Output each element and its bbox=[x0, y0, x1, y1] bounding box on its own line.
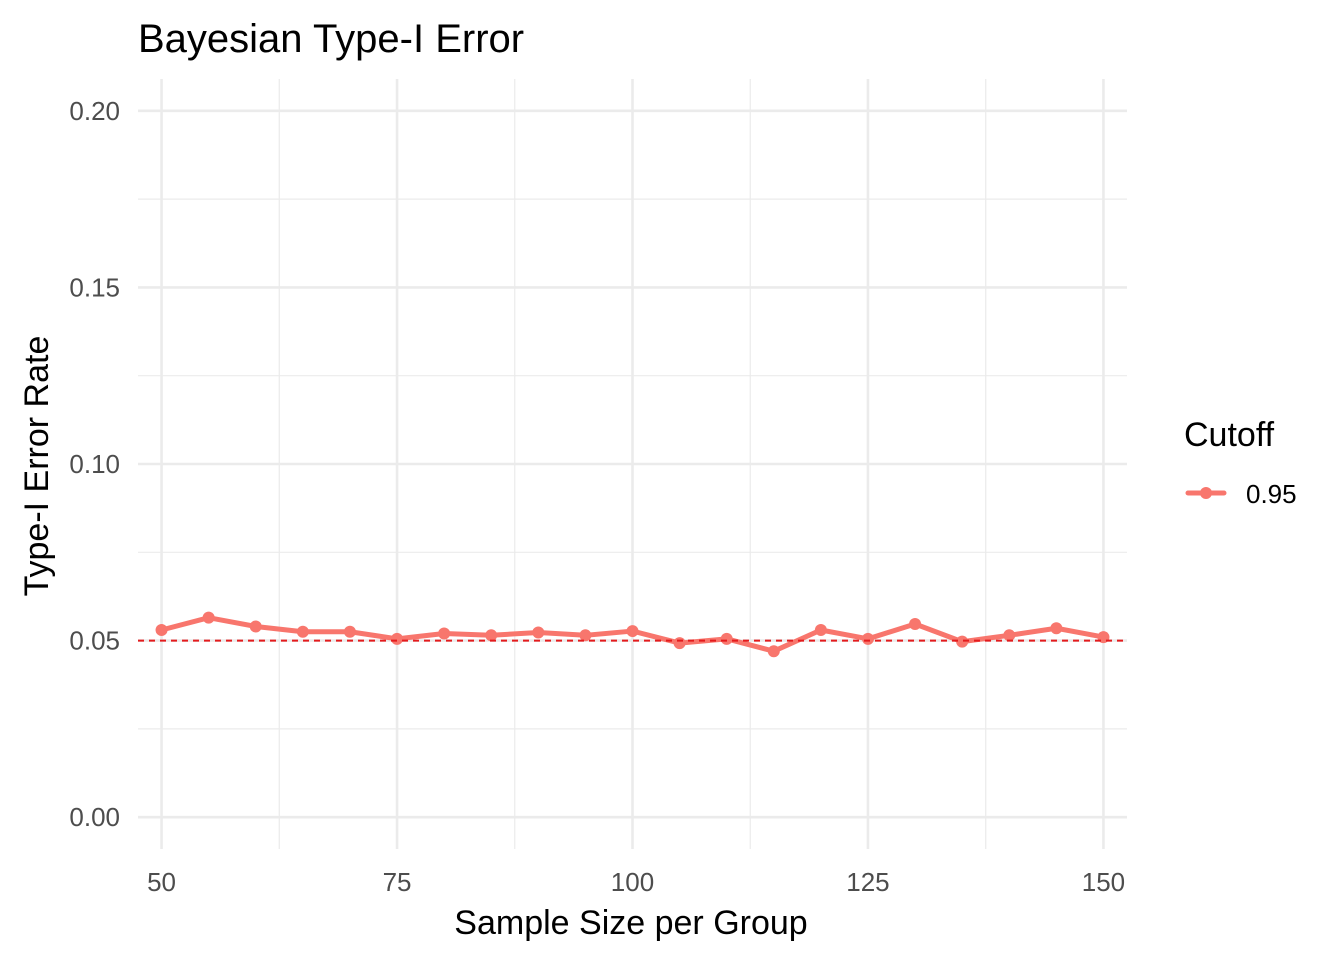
data-point bbox=[438, 627, 451, 640]
y-tick-label: 0.05 bbox=[69, 626, 120, 656]
chart-title: Bayesian Type-I Error bbox=[138, 17, 524, 61]
data-point bbox=[814, 624, 827, 637]
data-point bbox=[579, 629, 592, 642]
y-tick-label: 0.10 bbox=[69, 449, 120, 479]
x-tick-label: 100 bbox=[611, 867, 654, 897]
data-point bbox=[720, 632, 733, 645]
x-tick-label: 125 bbox=[846, 867, 889, 897]
data-point bbox=[626, 625, 639, 638]
y-axis-title: Type-I Error Rate bbox=[18, 336, 56, 597]
x-tick-label: 50 bbox=[147, 867, 176, 897]
legend-label: 0.95 bbox=[1246, 479, 1297, 509]
legend-key bbox=[1185, 487, 1227, 499]
data-point bbox=[249, 620, 262, 633]
data-point bbox=[532, 626, 545, 639]
y-tick-label: 0.20 bbox=[69, 96, 120, 126]
data-point bbox=[343, 625, 356, 638]
series-group bbox=[155, 611, 1110, 658]
x-axis-title: Sample Size per Group bbox=[454, 904, 807, 942]
y-tick-labels: 0.00 0.05 0.10 0.15 0.20 bbox=[69, 96, 120, 832]
data-point bbox=[909, 618, 922, 631]
legend-title: Cutoff bbox=[1184, 416, 1275, 454]
data-point bbox=[202, 611, 215, 624]
data-point bbox=[767, 645, 780, 658]
data-point bbox=[155, 624, 168, 637]
data-point bbox=[861, 632, 874, 645]
major-gridlines bbox=[138, 79, 1127, 849]
y-tick-label: 0.00 bbox=[69, 802, 120, 832]
y-tick-label: 0.15 bbox=[69, 272, 120, 302]
data-point bbox=[1003, 629, 1016, 642]
x-tick-labels: 50 75 100 125 150 bbox=[147, 867, 1125, 897]
data-point bbox=[391, 632, 404, 645]
x-tick-label: 150 bbox=[1082, 867, 1125, 897]
data-point bbox=[296, 625, 309, 638]
data-point bbox=[1050, 622, 1063, 635]
x-tick-label: 75 bbox=[383, 867, 412, 897]
data-point bbox=[485, 629, 498, 642]
data-point bbox=[956, 635, 969, 648]
data-point bbox=[673, 637, 686, 650]
legend-key-point bbox=[1200, 487, 1212, 499]
legend: Cutoff 0.95 bbox=[1184, 416, 1297, 509]
